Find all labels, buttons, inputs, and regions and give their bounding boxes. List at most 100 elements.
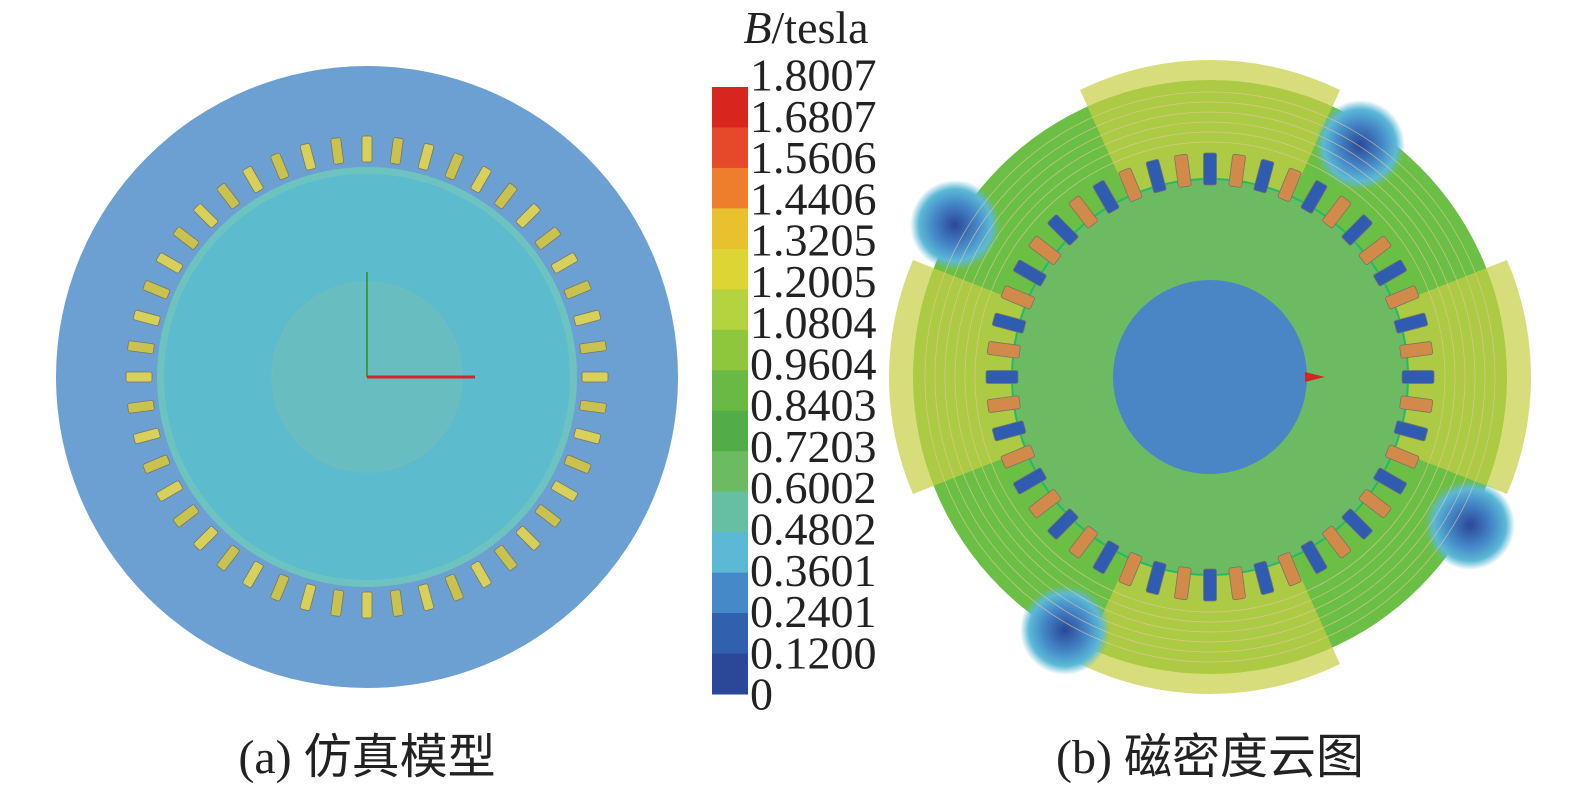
slot xyxy=(551,252,578,274)
slot xyxy=(1322,195,1352,229)
colorbar-label: 0 xyxy=(750,669,773,720)
slot xyxy=(1047,508,1079,540)
slot xyxy=(1068,195,1098,229)
slot xyxy=(1399,395,1434,413)
slot xyxy=(534,504,561,528)
slot xyxy=(1358,489,1392,519)
slot xyxy=(1028,235,1062,265)
colorbar-label: 1.6807 xyxy=(750,91,877,142)
caption: (a) 仿真模型 xyxy=(238,731,495,784)
color-segment xyxy=(712,653,748,695)
slot xyxy=(1000,285,1035,310)
colorbar-label: 1.5606 xyxy=(750,132,877,183)
colorbar-label: 1.3205 xyxy=(750,215,877,266)
low-flux-spot xyxy=(910,180,1000,270)
flux-line xyxy=(964,131,1456,623)
slot xyxy=(270,152,290,181)
slot xyxy=(1228,566,1246,601)
slot xyxy=(417,142,435,171)
colorbar-label: 1.4406 xyxy=(750,173,877,224)
colorbar-title: B/tesla xyxy=(743,2,868,53)
slot xyxy=(156,480,183,502)
caption: (b) 磁密度云图 xyxy=(1056,731,1364,784)
slot xyxy=(299,583,317,612)
slot xyxy=(1277,167,1302,202)
color-segment xyxy=(712,248,748,290)
low-flux-spot xyxy=(1425,480,1515,570)
slot xyxy=(1253,158,1275,194)
slot xyxy=(127,340,155,355)
slot xyxy=(173,226,200,250)
slot xyxy=(1118,552,1143,587)
colorbar-label: 0.3601 xyxy=(750,545,877,596)
slot xyxy=(573,309,602,327)
colorbar-label: 0.8403 xyxy=(750,380,877,431)
slot xyxy=(1341,508,1373,540)
colorbar-label: 0.1200 xyxy=(750,627,877,678)
slot xyxy=(1385,444,1420,469)
colorbar-label: 0.9604 xyxy=(750,338,877,389)
flux-line xyxy=(944,111,1476,643)
slot xyxy=(132,309,161,327)
slot xyxy=(1401,370,1435,384)
slot xyxy=(1385,285,1420,310)
color-segment xyxy=(712,491,748,533)
slot xyxy=(330,137,345,165)
color-segment xyxy=(712,329,748,371)
slot xyxy=(1399,341,1434,359)
low-flux-spot xyxy=(1315,100,1405,190)
slot xyxy=(216,544,240,571)
flux-line xyxy=(954,121,1466,633)
color-segment xyxy=(712,208,748,250)
colorbar-label: 0.7203 xyxy=(750,421,877,472)
slot xyxy=(494,183,518,210)
slot xyxy=(470,166,492,193)
slot xyxy=(1013,467,1047,495)
slot xyxy=(132,427,161,445)
slot xyxy=(1373,467,1407,495)
slot xyxy=(1000,444,1035,469)
slot xyxy=(1145,158,1167,194)
slot xyxy=(579,399,607,414)
colorbar-label: 0.6002 xyxy=(750,462,877,513)
slot xyxy=(1300,540,1328,574)
slot xyxy=(270,573,290,602)
unit: /tesla xyxy=(772,2,869,53)
slot xyxy=(986,341,1021,359)
slot xyxy=(127,399,155,414)
slot xyxy=(361,591,373,619)
slot xyxy=(991,420,1027,442)
shaft xyxy=(1113,280,1307,474)
slot xyxy=(156,252,183,274)
slot xyxy=(1203,152,1217,186)
slot xyxy=(444,573,464,602)
slot xyxy=(1358,235,1392,265)
slot xyxy=(986,395,1021,413)
slot xyxy=(1092,180,1120,214)
slot xyxy=(1013,259,1047,287)
colorbar-label: 0.2401 xyxy=(750,586,877,637)
slot xyxy=(1028,489,1062,519)
slot xyxy=(573,427,602,445)
color-segment xyxy=(712,613,748,655)
slot xyxy=(985,370,1019,384)
flux-line xyxy=(974,141,1446,613)
slot xyxy=(1341,214,1373,246)
slot xyxy=(515,525,541,551)
slot xyxy=(581,371,609,383)
color-segment xyxy=(712,532,748,574)
slot xyxy=(389,137,404,165)
slot xyxy=(242,561,264,588)
color-segment xyxy=(712,87,748,128)
flux-density-plot xyxy=(888,60,1532,694)
slot xyxy=(1393,312,1429,334)
slot xyxy=(579,340,607,355)
slot xyxy=(1203,568,1217,602)
slot xyxy=(1174,153,1192,188)
flux-line xyxy=(934,101,1486,653)
slot xyxy=(563,454,592,474)
slot xyxy=(361,135,373,163)
slot xyxy=(173,504,200,528)
colorbar-label: 0.4802 xyxy=(750,503,877,554)
slot xyxy=(142,454,171,474)
